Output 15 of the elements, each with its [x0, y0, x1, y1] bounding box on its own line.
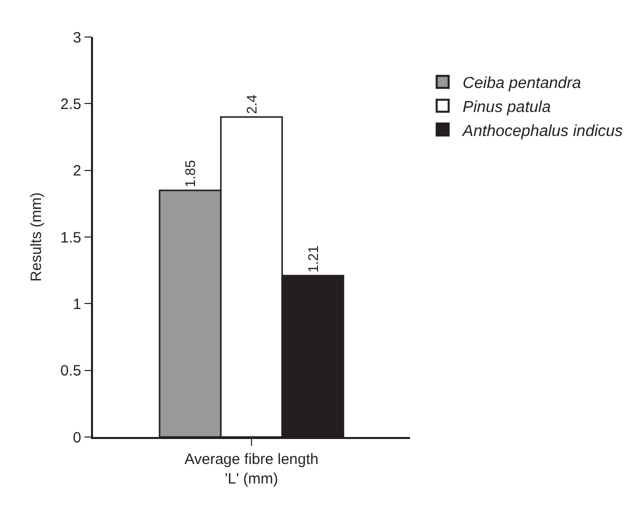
y-axis-title: Results (mm) — [28, 192, 46, 282]
legend-label: Ceiba pentandra — [462, 75, 582, 92]
legend-label: Pinus patula — [462, 98, 551, 116]
data-label: 1.85 — [182, 160, 198, 188]
y-tick-label: 0.5 — [60, 362, 82, 380]
y-tick-label: 2.5 — [60, 96, 82, 113]
legend-label: Anthocephalus indicus — [462, 122, 623, 140]
x-tick-label: Average fibre length 'L' (mm) — [184, 450, 318, 488]
y-tick-label: 0 — [72, 429, 82, 446]
y-tick-label: 3 — [72, 29, 82, 46]
data-label: 2.4 — [244, 94, 260, 114]
data-label: 1.21 — [304, 245, 321, 273]
y-tick-label: 2 — [72, 162, 82, 180]
y-tick-label: 1 — [72, 296, 82, 313]
y-tick-label: 1.5 — [60, 229, 82, 246]
